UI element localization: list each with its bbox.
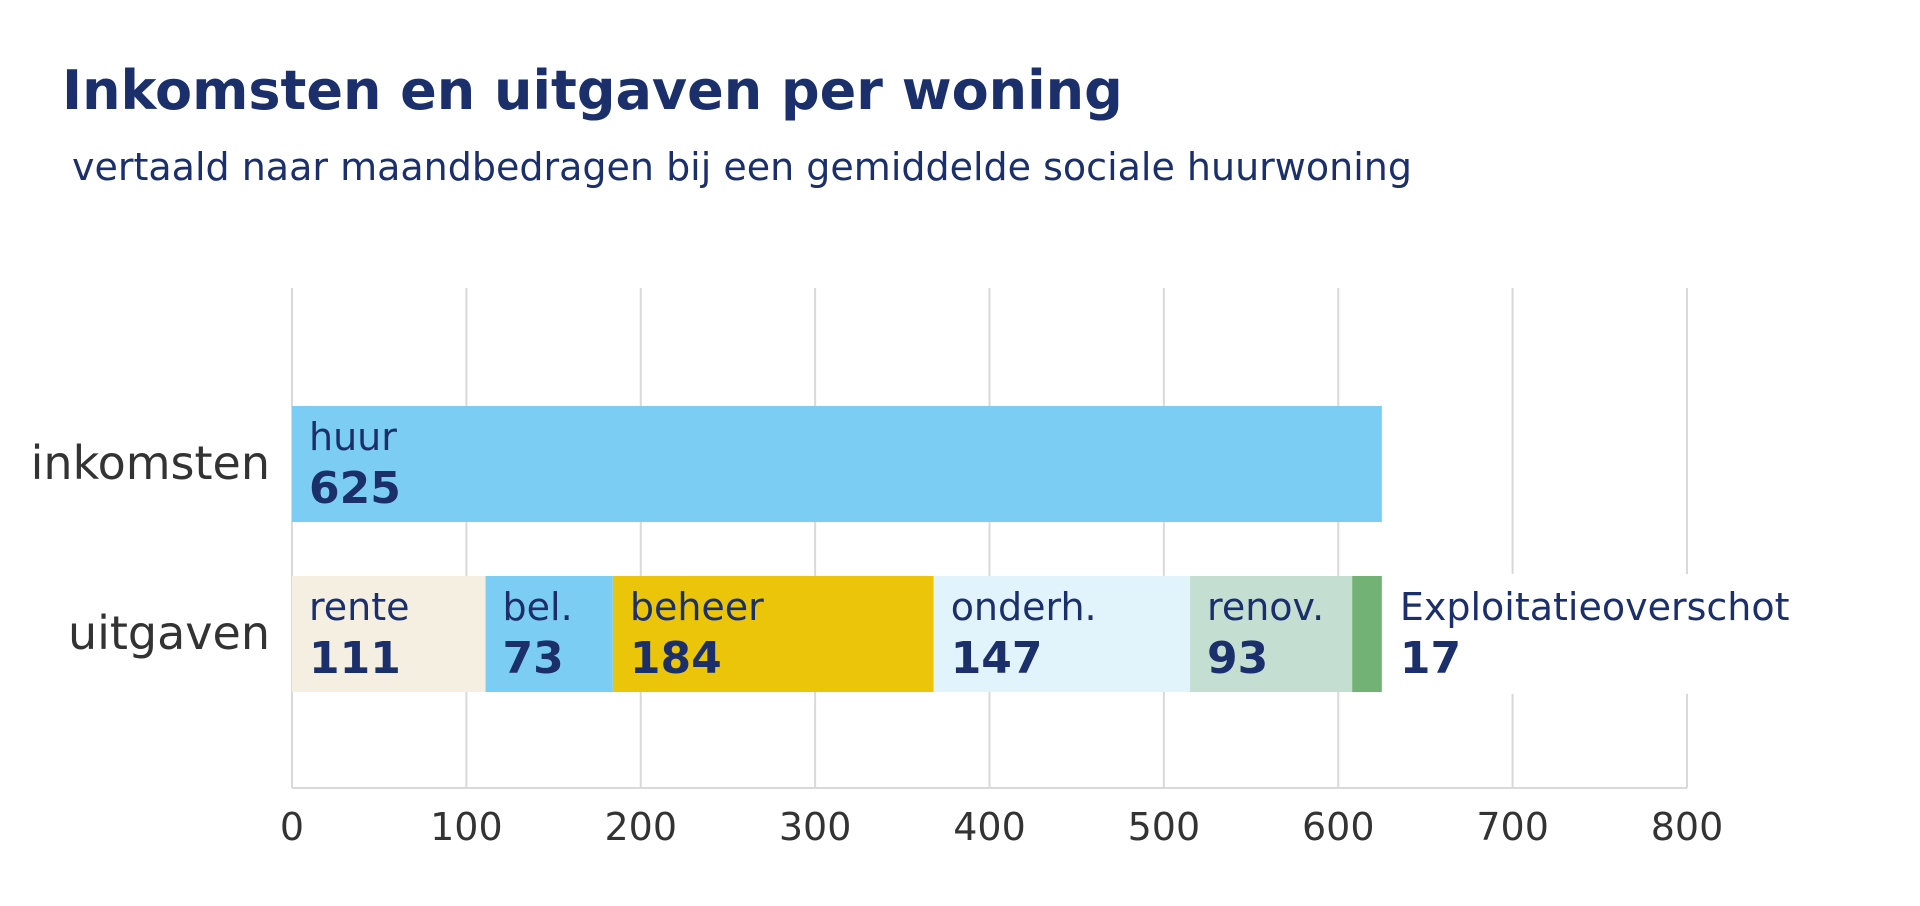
segment-value-label: 184 [630, 633, 722, 684]
x-tick-label: 400 [953, 805, 1026, 849]
x-axis-ticks: 0 100 200 300 400 500 600 700 800 [280, 805, 1723, 849]
category-label-uitgaven: uitgaven [68, 606, 270, 660]
segment-name-label: huur [309, 415, 397, 459]
grid-lines [291, 288, 1688, 789]
bars [292, 406, 1382, 692]
segment-value-label: 625 [309, 463, 401, 514]
segment-name-label: renov. [1207, 585, 1324, 629]
segment-name-label: beheer [630, 585, 764, 629]
segment-value-label: 93 [1207, 633, 1268, 684]
label-backing [1383, 574, 1804, 694]
segment-name-label: bel. [503, 585, 573, 629]
category-labels: inkomsten uitgaven [31, 436, 270, 660]
segment-value-label: 111 [309, 633, 401, 684]
bar-segment-huur [292, 406, 1382, 522]
x-tick-label: 100 [430, 805, 503, 849]
bar-segment-rente [292, 576, 486, 692]
chart-subtitle: vertaald naar maandbedragen bij een gemi… [72, 145, 1412, 189]
segment-value-label: 17 [1400, 633, 1461, 684]
segment-value-label: 147 [951, 633, 1043, 684]
bar-segment-beheer [612, 576, 934, 692]
x-tick-label: 500 [1128, 805, 1201, 849]
segment-value-label: 73 [503, 633, 564, 684]
x-tick-label: 0 [280, 805, 304, 849]
segment-name-label: onderh. [951, 585, 1097, 629]
bar-segment-onderh [933, 576, 1191, 692]
x-tick-label: 200 [604, 805, 677, 849]
x-tick-label: 300 [779, 805, 852, 849]
bar-segment-renov [1190, 576, 1353, 692]
x-tick-label: 700 [1476, 805, 1549, 849]
segment-name-label: rente [309, 585, 410, 629]
segment-name-label: Exploitatieoverschot [1400, 585, 1790, 629]
bar-segment-exploitatieoverschot [1352, 576, 1382, 692]
chart-title: Inkomsten en uitgaven per woning [62, 59, 1123, 122]
category-label-inkomsten: inkomsten [31, 436, 270, 490]
x-tick-label: 600 [1302, 805, 1375, 849]
x-tick-label: 800 [1651, 805, 1724, 849]
bar-segment-bel [485, 576, 613, 692]
